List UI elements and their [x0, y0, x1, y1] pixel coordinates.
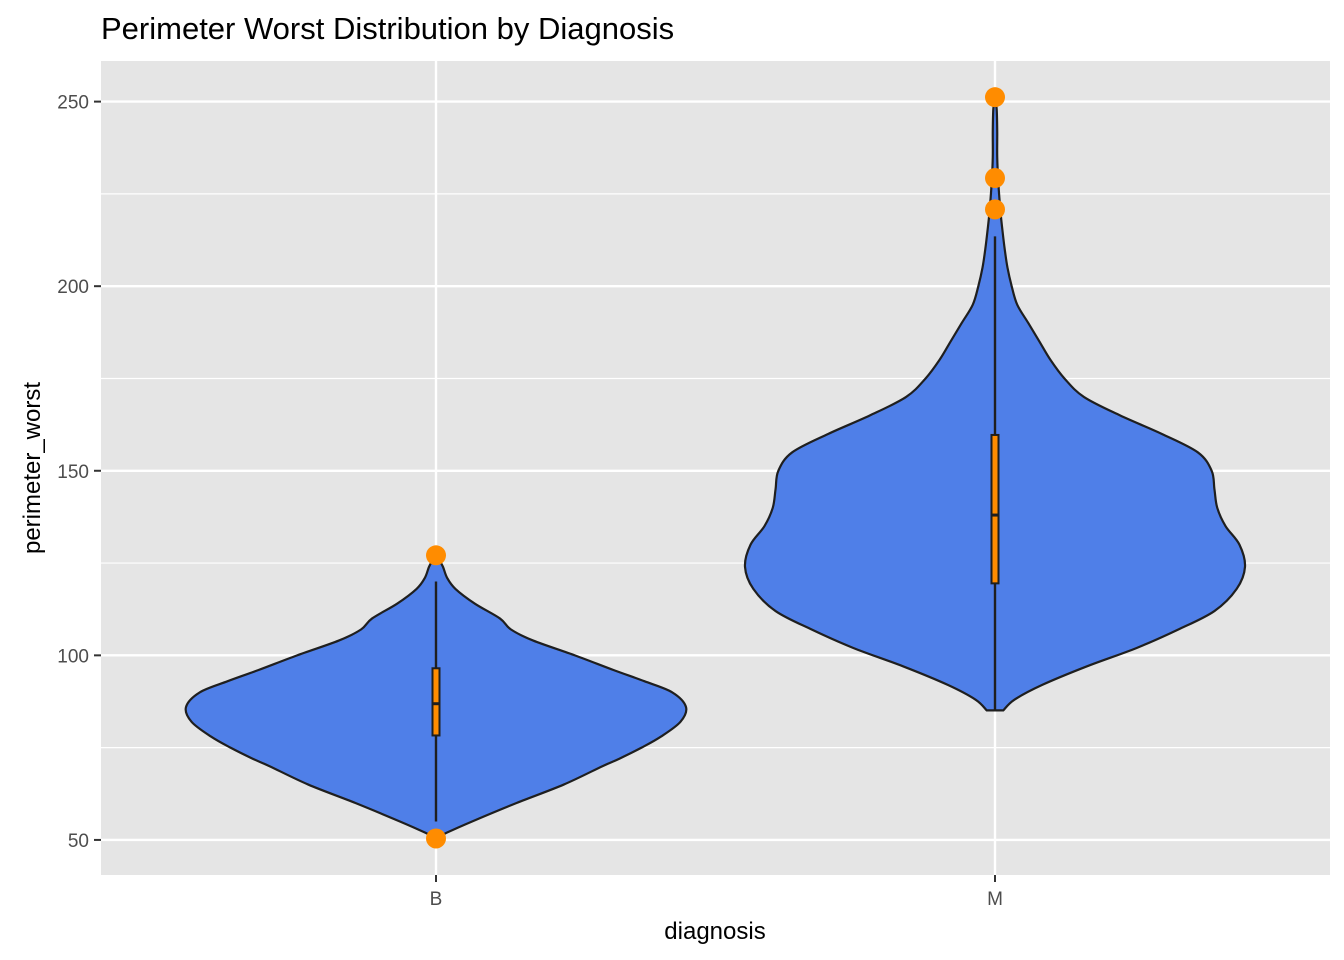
- outlier-point: [426, 545, 446, 566]
- axes: 50 100 150 200 250 B M: [57, 93, 1003, 910]
- outlier-point: [985, 168, 1005, 189]
- outlier-point: [985, 87, 1005, 108]
- box-B: [431, 667, 441, 737]
- y-axis-title: perimeter_worst: [19, 382, 46, 554]
- y-tick-label: 250: [57, 93, 89, 114]
- y-tick-label: 200: [57, 277, 89, 298]
- x-tick-label: M: [987, 889, 1003, 910]
- x-axis-title: diagnosis: [664, 918, 765, 945]
- y-tick-label: 100: [57, 646, 89, 667]
- chart-title: Perimeter Worst Distribution by Diagnosi…: [101, 11, 674, 46]
- outlier-point: [426, 828, 446, 849]
- x-tick-label: B: [430, 889, 443, 910]
- y-tick-label: 150: [57, 462, 89, 483]
- violins: [184, 87, 1247, 849]
- box-M: [990, 433, 1000, 585]
- y-tick-label: 50: [68, 831, 89, 852]
- outlier-point: [985, 199, 1005, 220]
